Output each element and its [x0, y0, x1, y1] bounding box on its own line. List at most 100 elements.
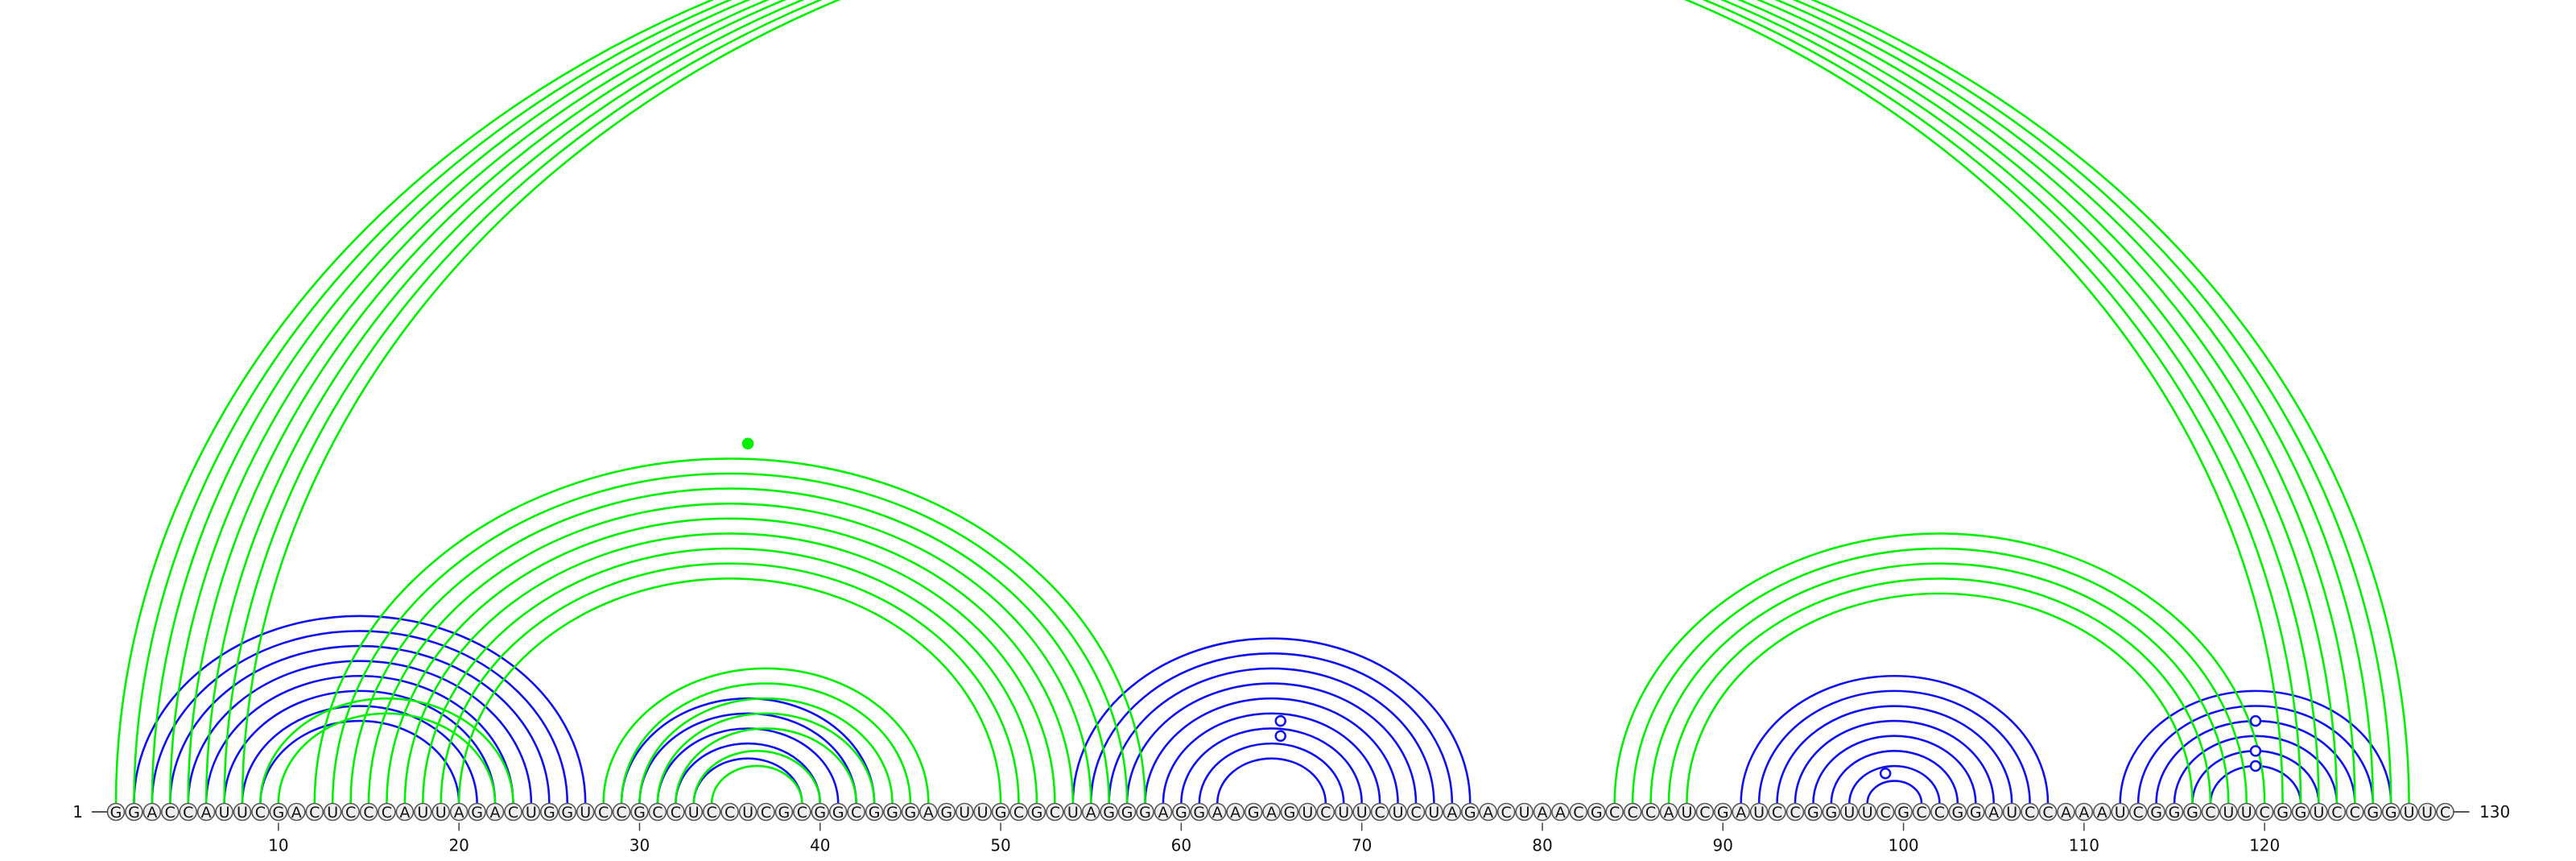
reference-arc-93-106	[1776, 705, 2013, 804]
nucleotide-letter: C	[1609, 804, 1620, 822]
nucleotide-letter: U	[1302, 804, 1313, 822]
nucleotide-letter: A	[1483, 804, 1493, 822]
nucleotide-letter: C	[2260, 804, 2270, 822]
nucleotide-circle	[251, 802, 270, 822]
nucleotide-letter: C	[797, 804, 807, 822]
reference-arc-7-22	[223, 689, 497, 804]
nucleotide-circle	[702, 802, 721, 822]
tick-label: 60	[1171, 836, 1191, 855]
nucleotide-circle	[1496, 802, 1516, 822]
nucleotide-letter: C	[345, 804, 356, 822]
nucleotide-letter: G	[1807, 804, 1819, 822]
nucleotide-letter: C	[1320, 804, 1331, 822]
nucleotide-circle	[2219, 802, 2238, 822]
nucleotide-circle	[125, 802, 143, 822]
blue-arc-marker	[2249, 714, 2262, 727]
nucleotide-letter: A	[2097, 804, 2107, 822]
nucleotide-circle	[485, 802, 505, 822]
nucleotide-letter: U	[327, 804, 338, 822]
nucleotide-letter: G	[1717, 804, 1729, 822]
nucleotide-circle	[1298, 802, 1317, 822]
nucleotide-letter: A	[291, 804, 302, 822]
nucleotide-letter: A	[2079, 804, 2089, 822]
reference-arc-96-103	[1830, 750, 1959, 804]
nucleotide-letter: C	[508, 804, 518, 822]
nucleotide-letter: C	[1627, 804, 1637, 822]
nucleotide-letter: C	[761, 804, 771, 822]
nucleotide-circle	[215, 802, 233, 822]
nucleotide-letter: A	[490, 804, 501, 822]
nucleotide-letter: G	[471, 804, 483, 822]
nucleotide-circle	[2273, 802, 2292, 822]
nucleotide-circle	[1280, 802, 1299, 822]
nucleotide-circle	[738, 802, 758, 822]
nucleotide-letter: C	[2042, 804, 2053, 822]
reference-arc-6-23	[204, 675, 514, 804]
nucleotide-letter: G	[1284, 804, 1296, 822]
nucleotide-letter: C	[363, 804, 374, 822]
nucleotide-circle	[395, 802, 415, 822]
nucleotide-circle	[1479, 802, 1497, 822]
nucleotide-letter: G	[1464, 804, 1476, 822]
predicted-arc-14-56	[349, 487, 1110, 804]
nucleotide-circle	[901, 802, 920, 822]
nucleotide-letter: C	[598, 804, 609, 822]
nucleotide-circle	[594, 802, 613, 822]
reference-arc-94-105	[1794, 719, 1996, 804]
nucleotide-circle	[1569, 802, 1588, 822]
predicted-arc-84-120	[1613, 532, 2266, 804]
nucleotide-letter: U	[1356, 804, 1368, 822]
nucleotide-letter: G	[2169, 804, 2181, 822]
nucleotide-circle	[1334, 802, 1353, 822]
nucleotide-circle	[2057, 802, 2075, 822]
nucleotide-circle	[378, 802, 396, 822]
nucleotide-circle	[1641, 802, 1660, 822]
reference-arc-92-107	[1757, 689, 2031, 804]
nucleotide-circle	[1732, 802, 1750, 822]
nucleotide-letter: A	[1447, 804, 1457, 822]
tick-label: 20	[448, 836, 469, 855]
nucleotide-circle	[828, 802, 848, 822]
nucleotide-circle	[774, 802, 794, 822]
tick-label: 110	[2069, 836, 2099, 855]
reference-arc-2-27	[133, 615, 587, 804]
nucleotide-circle	[1659, 802, 1678, 822]
nucleotide-letter: G	[1175, 804, 1187, 822]
nucleotide-circle	[1172, 802, 1191, 822]
green-arc-marker	[741, 437, 754, 449]
predicted-arc-30-44	[638, 697, 894, 804]
nucleotide-letter: C	[1880, 804, 1890, 822]
nucleotide-letter: C	[707, 804, 717, 822]
nucleotide-circle	[359, 802, 378, 822]
nucleotide-circle	[1190, 802, 1209, 822]
nucleotide-letter: G	[1031, 804, 1043, 822]
nucleotide-circle	[2074, 802, 2094, 822]
nucleotide-letter: U	[1428, 804, 1439, 822]
nucleotide-circle	[2128, 802, 2148, 822]
nucleotide-letter: G	[1825, 804, 1837, 822]
nucleotide-letter: G	[128, 804, 140, 822]
nucleotide-circle	[757, 802, 775, 822]
reference-arc-57-73	[1125, 682, 1418, 804]
nucleotide-circle	[1370, 802, 1389, 822]
nucleotide-circle	[1930, 802, 1949, 822]
start-position-label: 1	[72, 802, 83, 822]
nucleotide-circle	[1406, 802, 1426, 822]
nucleotide-letter: C	[1645, 804, 1656, 822]
predicted-arc-6-126	[204, 0, 2375, 804]
nucleotide-letter: C	[382, 804, 392, 822]
nucleotide-letter: U	[977, 804, 989, 822]
predicted-arc-13-57	[331, 472, 1129, 804]
reference-arc-95-104	[1812, 735, 1977, 804]
nucleotide-circle	[1587, 802, 1606, 822]
predicted-arc-31-43	[656, 712, 876, 804]
nucleotide-circle	[1443, 802, 1462, 822]
predicted-arc-34-39	[710, 764, 803, 804]
nucleotide-circle	[720, 802, 739, 822]
nucleotide-letter: C	[1410, 804, 1421, 822]
nucleotide-letter: C	[1772, 804, 1782, 822]
nucleotide-letter: U	[237, 804, 248, 822]
nucleotide-letter: A	[454, 804, 464, 822]
nucleotide-letter: U	[2313, 804, 2324, 822]
reference-arc-113-126	[2136, 705, 2375, 804]
